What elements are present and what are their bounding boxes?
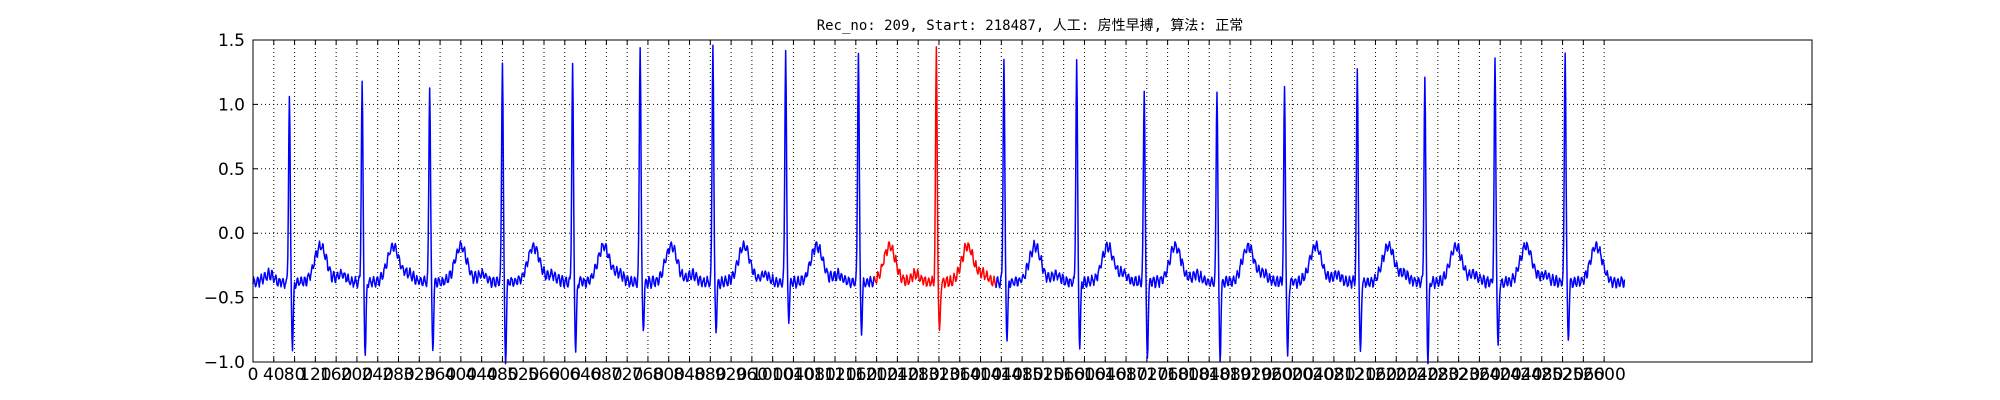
x-tick-label: 280 <box>382 365 414 385</box>
x-tick-label: 0 <box>248 365 259 385</box>
x-tick-label: 1560 <box>1042 365 1085 385</box>
series-line-red <box>873 46 997 332</box>
x-tick-label: 2200 <box>1375 365 1418 385</box>
x-tick-label: 2320 <box>1437 365 1480 385</box>
grid-lines <box>253 40 1812 362</box>
x-tick-label: 880 <box>694 365 726 385</box>
x-tick-label: 1160 <box>834 365 877 385</box>
x-tick-label: 2560 <box>1562 365 1605 385</box>
x-tick-label: 1920 <box>1229 365 1272 385</box>
x-tick-label: 1680 <box>1104 365 1147 385</box>
x-tick-label: 480 <box>486 365 518 385</box>
x-tick-label: 1760 <box>1146 365 1189 385</box>
x-tick-label: 1280 <box>897 365 940 385</box>
x-tick-label: 2480 <box>1520 365 1563 385</box>
x-tick-label: 320 <box>403 365 435 385</box>
x-tick-label: 400 <box>445 365 477 385</box>
x-tick-label: 2360 <box>1458 365 1501 385</box>
y-tick-label: 0.5 <box>218 160 245 180</box>
chart-title: Rec_no: 209, Start: 218487, 人工: 房性早搏, 算法… <box>817 17 1244 34</box>
x-tick-label: 1240 <box>876 365 919 385</box>
x-tick-label: 240 <box>361 365 393 385</box>
x-tick-label: 1200 <box>855 365 898 385</box>
x-tick-label: 560 <box>528 365 560 385</box>
x-tick-label: 2400 <box>1479 365 1522 385</box>
x-tick-label: 2000 <box>1271 365 1314 385</box>
x-tick-label: 2600 <box>1583 365 1626 385</box>
x-tick-label: 680 <box>590 365 622 385</box>
x-tick-label: 200 <box>341 365 373 385</box>
x-tick-label: 1440 <box>980 365 1023 385</box>
x-tick-label: 1600 <box>1063 365 1106 385</box>
x-tick-label: 1720 <box>1125 365 1168 385</box>
y-tick-label: 1.5 <box>218 31 245 51</box>
y-tick-label: 0.0 <box>218 224 245 244</box>
x-tick-label: 1400 <box>959 365 1002 385</box>
series-line-blue-2 <box>995 52 1626 365</box>
x-tick-label: 2280 <box>1416 365 1459 385</box>
x-tick-label: 40 <box>263 365 285 385</box>
x-tick-label: 520 <box>507 365 539 385</box>
x-tick-label: 360 <box>424 365 456 385</box>
x-tick-label: 1480 <box>1000 365 1043 385</box>
x-tick-label: 1080 <box>793 365 836 385</box>
x-tick-label: 2440 <box>1499 365 1542 385</box>
x-tick-label: 2520 <box>1541 365 1584 385</box>
x-tick-label: 2240 <box>1395 365 1438 385</box>
x-tick-label: 80 <box>284 365 306 385</box>
x-tick-label: 2080 <box>1312 365 1355 385</box>
x-tick-label: 1040 <box>772 365 815 385</box>
series-layer <box>252 44 1626 365</box>
plot-frame <box>252 39 1813 363</box>
x-tick-label: 1840 <box>1188 365 1231 385</box>
x-tick-label: 1320 <box>917 365 960 385</box>
x-tick-label: 1000 <box>751 365 794 385</box>
x-tick-label: 120 <box>299 365 331 385</box>
x-tick-label: 640 <box>569 365 601 385</box>
x-tick-label: 840 <box>673 365 705 385</box>
x-tick-label: 2120 <box>1333 365 1376 385</box>
x-tick-label: 760 <box>632 365 664 385</box>
x-axis: 0 40 8012016020024028032036040044048052056… <box>248 40 1626 385</box>
x-tick-label: 960 <box>736 365 768 385</box>
x-tick-label: 1800 <box>1167 365 1210 385</box>
x-tick-label: 920 <box>715 365 747 385</box>
y-axis: 1.5 1.0 0.5 0.0 −0.5 −1.0 <box>204 31 1812 373</box>
x-tick-label: 600 <box>549 365 581 385</box>
x-tick-label: 1640 <box>1084 365 1127 385</box>
x-tick-label: 2160 <box>1354 365 1397 385</box>
x-tick-label: 720 <box>611 365 643 385</box>
x-tick-label: 1520 <box>1021 365 1064 385</box>
x-tick-label: 1120 <box>813 365 856 385</box>
x-tick-label: 800 <box>653 365 685 385</box>
y-tick-label: −1.0 <box>204 353 245 373</box>
x-tick-label: 1960 <box>1250 365 1293 385</box>
series-line-blue-1 <box>252 44 875 365</box>
x-tick-label: 160 <box>320 365 352 385</box>
x-tick-label: 2040 <box>1291 365 1334 385</box>
y-tick-label: 1.0 <box>218 95 245 115</box>
x-tick-label: 440 <box>465 365 497 385</box>
x-tick-label: 1360 <box>938 365 981 385</box>
y-tick-label: −0.5 <box>204 289 245 309</box>
x-tick-label: 1880 <box>1208 365 1251 385</box>
